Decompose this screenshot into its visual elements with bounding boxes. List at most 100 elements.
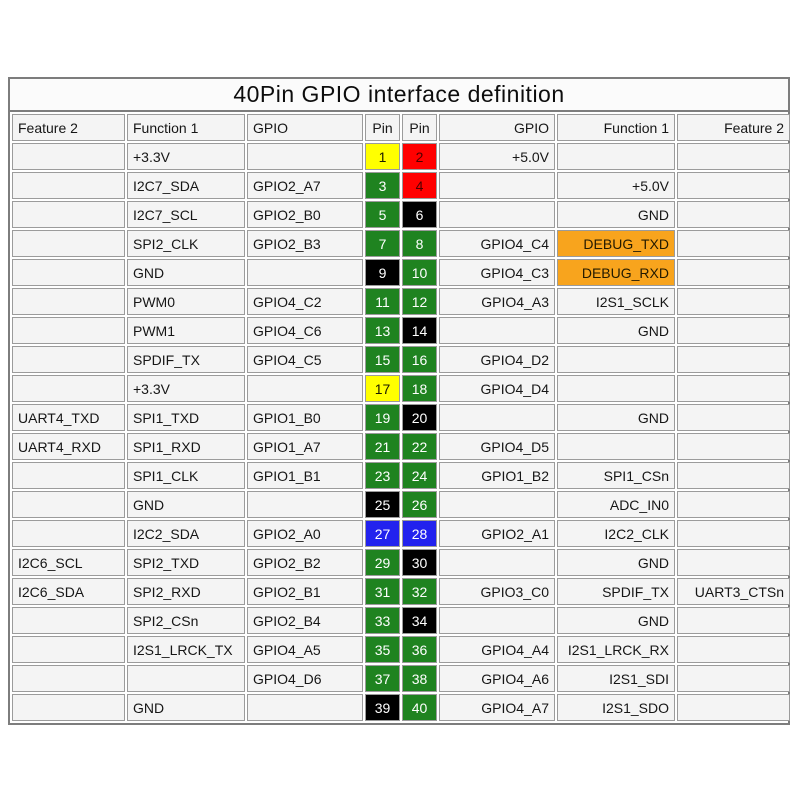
right-pin-cell: 12 <box>402 288 437 315</box>
right-gpio-cell <box>439 607 555 634</box>
pin-row: I2S1_LRCK_TX GPIO4_A5 35 36 GPIO4_A4 I2S1_LRC… <box>12 636 790 663</box>
right-pin-cell: 6 <box>402 201 437 228</box>
left-gpio-cell: GPIO2_B4 <box>247 607 363 634</box>
left-gpio-cell: GPIO4_D6 <box>247 665 363 692</box>
left-function1-cell: PWM0 <box>127 288 245 315</box>
gpio-pinout-sheet: 40Pin GPIO interface definition Feature … <box>8 77 790 725</box>
right-function1-cell: +5.0V <box>557 172 675 199</box>
left-feature2-cell <box>12 462 125 489</box>
pin-row: I2C7_SCL GPIO2_B0 5 6 GND <box>12 201 790 228</box>
right-gpio-cell: GPIO4_A7 <box>439 694 555 721</box>
left-function1-cell: SPI2_RXD <box>127 578 245 605</box>
pin-row: PWM0 GPIO4_C2 11 12 GPIO4_A3 I2S1_SCLK <box>12 288 790 315</box>
pin-row: SPI1_CLK GPIO1_B1 23 24 GPIO1_B2 SPI1_CSn <box>12 462 790 489</box>
right-feature2-cell <box>677 549 790 576</box>
left-pin-cell: 35 <box>365 636 400 663</box>
left-feature2-cell <box>12 665 125 692</box>
left-gpio-cell <box>247 491 363 518</box>
left-feature2-cell: I2C6_SDA <box>12 578 125 605</box>
pin-row: I2C7_SDA GPIO2_A7 3 4 +5.0V <box>12 172 790 199</box>
left-function1-cell: SPI1_TXD <box>127 404 245 431</box>
right-function1-cell: ADC_IN0 <box>557 491 675 518</box>
right-pin-cell: 36 <box>402 636 437 663</box>
right-gpio-cell: GPIO4_A4 <box>439 636 555 663</box>
right-pin-cell: 2 <box>402 143 437 170</box>
right-function1-cell <box>557 433 675 460</box>
left-pin-cell: 15 <box>365 346 400 373</box>
pin-row: GND 9 10 GPIO4_C3 DEBUG_RXD <box>12 259 790 286</box>
pin-table-body: +3.3V 1 2 +5.0V I2C7_SDA GPIO2_A7 3 4 +5.0V I2C7_… <box>12 143 790 721</box>
right-feature2-cell <box>677 694 790 721</box>
right-feature2-cell <box>677 607 790 634</box>
right-gpio-cell <box>439 172 555 199</box>
header-function1-right: Function 1 <box>557 114 675 141</box>
left-feature2-cell <box>12 288 125 315</box>
right-function1-cell: SPDIF_TX <box>557 578 675 605</box>
pin-row: +3.3V 1 2 +5.0V <box>12 143 790 170</box>
pin-row: PWM1 GPIO4_C6 13 14 GND <box>12 317 790 344</box>
right-pin-cell: 8 <box>402 230 437 257</box>
right-gpio-cell: GPIO3_C0 <box>439 578 555 605</box>
right-feature2-cell <box>677 317 790 344</box>
left-function1-cell: PWM1 <box>127 317 245 344</box>
left-pin-cell: 11 <box>365 288 400 315</box>
right-gpio-cell <box>439 201 555 228</box>
right-gpio-cell <box>439 404 555 431</box>
left-gpio-cell: GPIO2_B0 <box>247 201 363 228</box>
left-gpio-cell: GPIO2_A7 <box>247 172 363 199</box>
left-function1-cell <box>127 665 245 692</box>
right-feature2-cell <box>677 201 790 228</box>
pin-row: GND 25 26 ADC_IN0 <box>12 491 790 518</box>
left-pin-cell: 9 <box>365 259 400 286</box>
right-function1-cell: I2S1_SCLK <box>557 288 675 315</box>
right-function1-cell: I2S1_SDO <box>557 694 675 721</box>
right-gpio-cell <box>439 317 555 344</box>
left-gpio-cell: GPIO2_B3 <box>247 230 363 257</box>
right-function1-cell <box>557 346 675 373</box>
right-gpio-cell: GPIO2_A1 <box>439 520 555 547</box>
right-feature2-cell <box>677 491 790 518</box>
right-gpio-cell: GPIO4_A3 <box>439 288 555 315</box>
left-pin-cell: 23 <box>365 462 400 489</box>
left-function1-cell: GND <box>127 694 245 721</box>
left-function1-cell: I2C7_SCL <box>127 201 245 228</box>
right-gpio-cell: GPIO4_D5 <box>439 433 555 460</box>
left-gpio-cell: GPIO2_B1 <box>247 578 363 605</box>
left-gpio-cell: GPIO4_C5 <box>247 346 363 373</box>
left-pin-cell: 29 <box>365 549 400 576</box>
left-gpio-cell <box>247 259 363 286</box>
right-feature2-cell <box>677 520 790 547</box>
left-pin-cell: 7 <box>365 230 400 257</box>
right-pin-cell: 20 <box>402 404 437 431</box>
header-pin-right: Pin <box>402 114 437 141</box>
left-gpio-cell: GPIO4_C6 <box>247 317 363 344</box>
left-pin-cell: 31 <box>365 578 400 605</box>
left-pin-cell: 21 <box>365 433 400 460</box>
right-feature2-cell <box>677 288 790 315</box>
right-gpio-cell: GPIO4_A6 <box>439 665 555 692</box>
left-pin-cell: 37 <box>365 665 400 692</box>
pin-row: GND 39 40 GPIO4_A7 I2S1_SDO <box>12 694 790 721</box>
left-gpio-cell: GPIO1_B1 <box>247 462 363 489</box>
right-pin-cell: 14 <box>402 317 437 344</box>
header-row: Feature 2 Function 1 GPIO Pin Pin GPIO F… <box>12 114 790 141</box>
left-gpio-cell: GPIO2_A0 <box>247 520 363 547</box>
left-feature2-cell <box>12 143 125 170</box>
left-feature2-cell: UART4_RXD <box>12 433 125 460</box>
left-feature2-cell <box>12 491 125 518</box>
right-gpio-cell: GPIO4_D2 <box>439 346 555 373</box>
right-pin-cell: 32 <box>402 578 437 605</box>
right-function1-cell <box>557 143 675 170</box>
right-feature2-cell <box>677 404 790 431</box>
right-function1-cell: DEBUG_RXD <box>557 259 675 286</box>
right-feature2-cell <box>677 172 790 199</box>
right-function1-cell: GND <box>557 549 675 576</box>
left-pin-cell: 3 <box>365 172 400 199</box>
right-pin-cell: 22 <box>402 433 437 460</box>
header-gpio-right: GPIO <box>439 114 555 141</box>
left-feature2-cell <box>12 201 125 228</box>
pin-row: SPDIF_TX GPIO4_C5 15 16 GPIO4_D2 <box>12 346 790 373</box>
left-feature2-cell <box>12 375 125 402</box>
right-pin-cell: 24 <box>402 462 437 489</box>
right-function1-cell: I2C2_CLK <box>557 520 675 547</box>
